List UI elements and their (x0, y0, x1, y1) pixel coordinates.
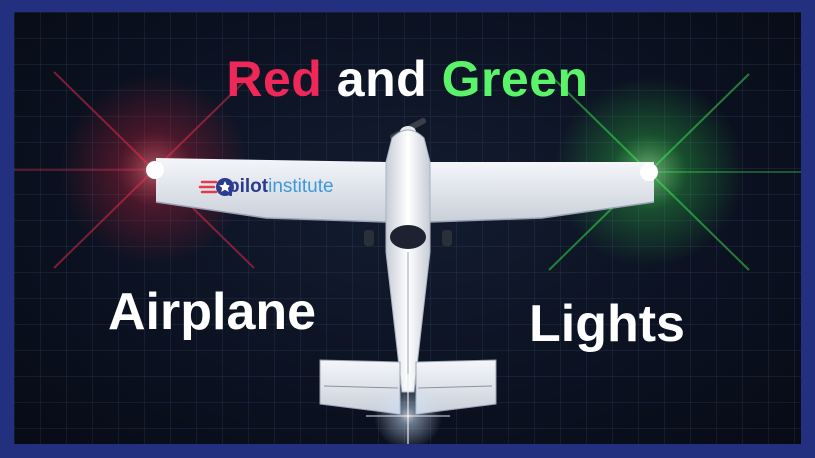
red-nav-light (146, 161, 164, 179)
caption-lights: Lights (529, 294, 685, 354)
logo-text-pilot: pilot (228, 176, 268, 198)
headline-and: and (337, 50, 427, 108)
headline-green: Green (442, 50, 589, 108)
green-nav-light (640, 163, 658, 181)
fuselage (386, 130, 430, 392)
headline-red: Red (226, 50, 322, 108)
pilot-institute-logo: pilot institute (228, 176, 334, 198)
headline: Red and Green (14, 50, 801, 108)
caption-airplane: Airplane (108, 282, 316, 342)
logo-text-institute: institute (268, 176, 333, 198)
image-canvas: pilot institute Red and Green Airplane Li… (14, 12, 801, 444)
